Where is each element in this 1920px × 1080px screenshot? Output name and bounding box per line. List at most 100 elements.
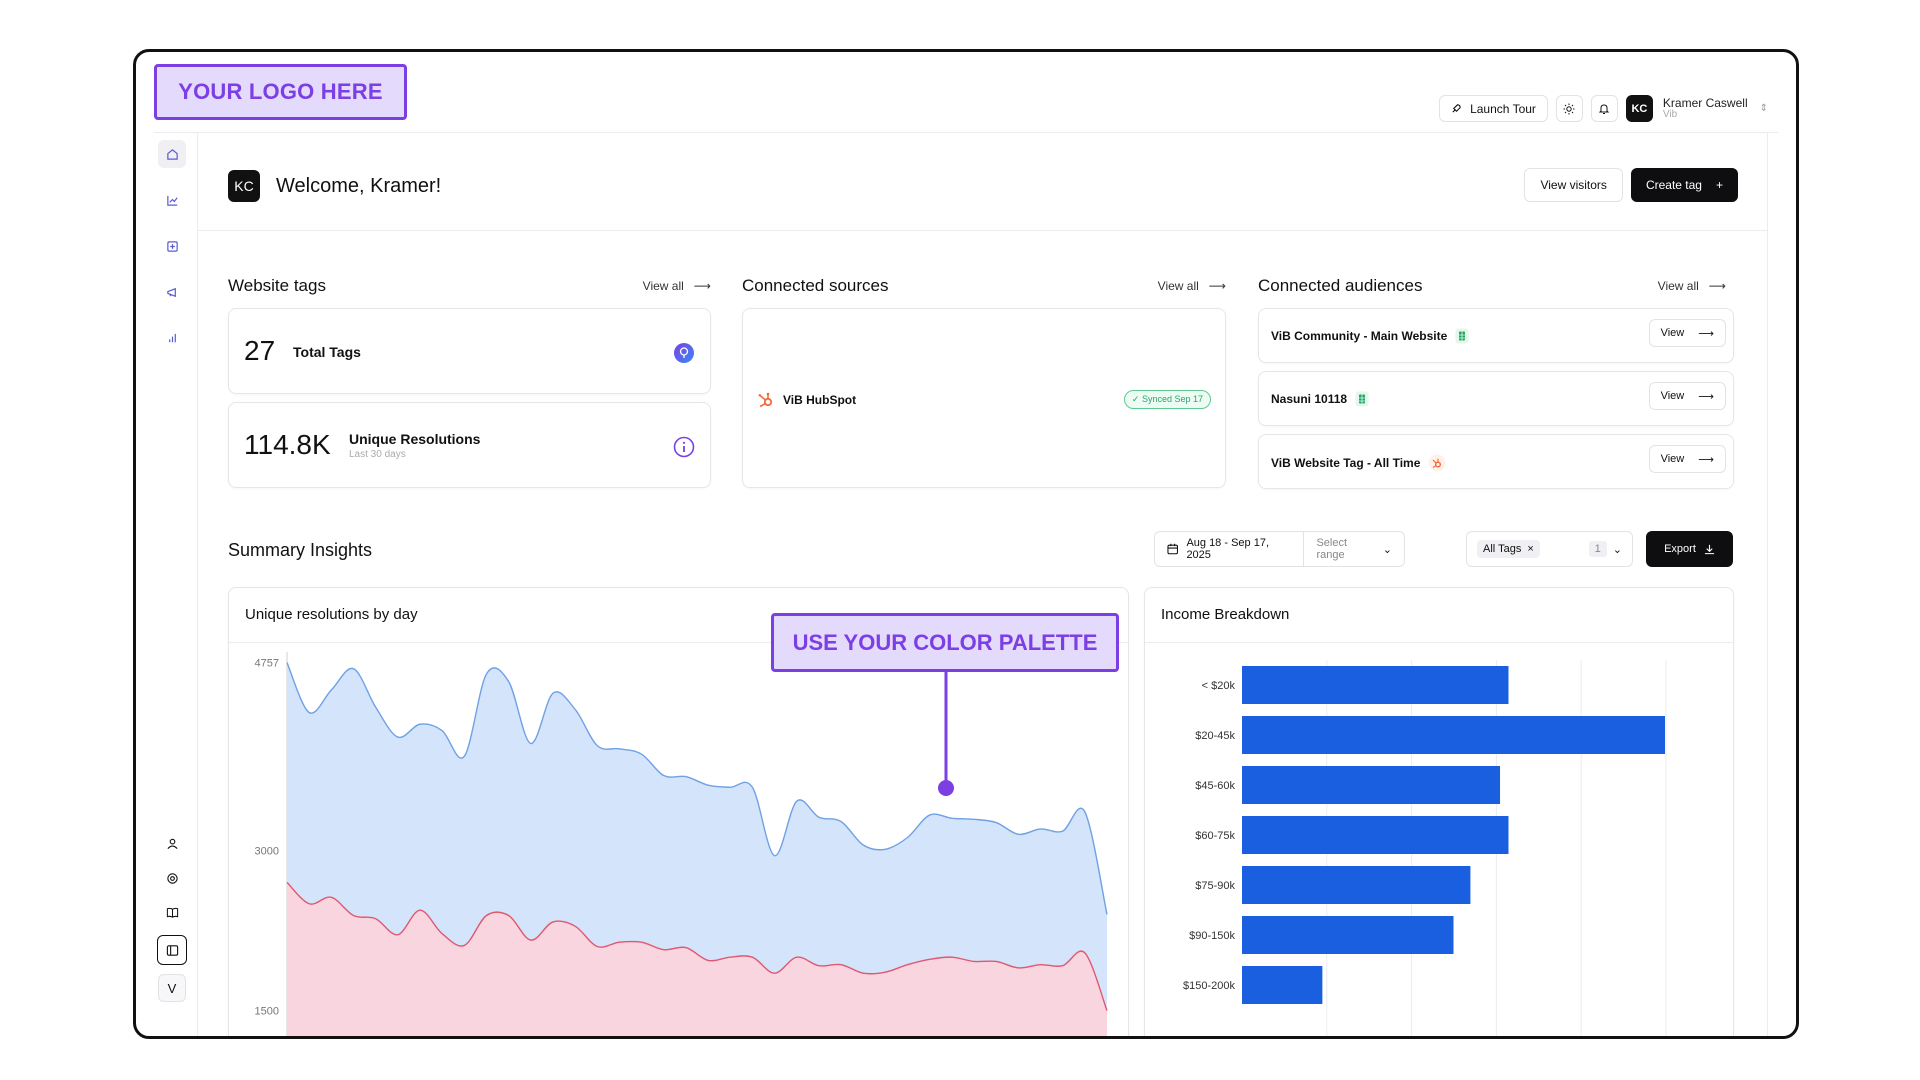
nav-account[interactable] xyxy=(158,829,186,857)
connected-sources-title: Connected sources xyxy=(742,276,889,295)
income-chart-card: Income Breakdown < $20k $20-45k $45-60k $60… xyxy=(1144,587,1734,1036)
chart-title: Unique resolutions by day xyxy=(245,606,418,623)
summary-insights-title: Summary Insights xyxy=(228,540,373,560)
bar xyxy=(1242,816,1509,854)
lifebuoy-icon xyxy=(166,872,178,884)
user-avatar[interactable]: KC xyxy=(1625,95,1653,122)
arrow-right-icon: ⟶ xyxy=(1698,453,1714,466)
tag-filter-chip[interactable]: All Tags × xyxy=(1477,540,1540,558)
page-title: Welcome, Kramer! xyxy=(276,174,442,197)
total-tags-label: Total Tags xyxy=(293,344,361,360)
bar xyxy=(1242,766,1501,804)
category-label: $75-90k xyxy=(1195,880,1235,892)
bar xyxy=(1242,866,1471,904)
notifications-button[interactable] xyxy=(1590,95,1618,122)
bar-chart: < $20k $20-45k $45-60k $60-75k $75-90k $90-15… xyxy=(1183,660,1667,1036)
chart-divider xyxy=(1145,642,1733,643)
connected-audiences-title: Connected audiences xyxy=(1258,276,1423,295)
view-label: View xyxy=(1660,390,1685,402)
date-range-picker[interactable]: Aug 18 - Sep 17, 2025 Select range ⌄ xyxy=(1154,531,1405,567)
sidebar-toggle-button[interactable] xyxy=(157,935,187,965)
connected-audiences-view-all[interactable]: View all ⟶ xyxy=(1658,279,1726,293)
resolutions-chart-card: Unique resolutions by day 4757 3000 1500 xyxy=(228,587,1129,1036)
nav-docs[interactable] xyxy=(158,898,186,926)
launch-tour-label: Launch Tour xyxy=(1470,101,1536,116)
palette-callout: USE YOUR COLOR PALETTE xyxy=(771,613,1119,672)
view-visitors-button[interactable]: View visitors xyxy=(1524,168,1623,202)
top-divider xyxy=(154,132,1778,133)
audience-view-button[interactable]: View ⟶ xyxy=(1648,319,1726,347)
bar xyxy=(1242,916,1454,954)
total-tags-card: 27 Total Tags xyxy=(228,308,711,394)
nav-reports[interactable] xyxy=(158,324,186,352)
audience-name: ViB Community - Main Website xyxy=(1271,329,1448,343)
category-label: < $20k xyxy=(1202,680,1236,692)
launch-tour-button[interactable]: Launch Tour xyxy=(1439,95,1548,122)
website-tags-title: Website tags xyxy=(228,276,326,295)
workspace-switcher[interactable]: V xyxy=(158,974,186,1002)
export-label: Export xyxy=(1664,543,1696,555)
unique-resolutions-sub: Last 30 days xyxy=(349,449,406,460)
arrow-right-icon: ⟶ xyxy=(1708,279,1726,293)
unique-resolutions-value: 114.8K xyxy=(244,429,331,460)
website-tags-view-all[interactable]: View all ⟶ xyxy=(643,279,711,293)
add-box-icon xyxy=(166,240,178,252)
chart-title: Income Breakdown xyxy=(1161,606,1290,623)
audience-view-button[interactable]: View ⟶ xyxy=(1648,445,1726,473)
audience-view-button[interactable]: View ⟶ xyxy=(1648,382,1726,410)
source-card[interactable]: ViB HubSpot ✓ Synced Sep 17 xyxy=(742,308,1226,488)
bar-chart-icon xyxy=(168,333,176,342)
audience-row: ViB Community - Main Website View ⟶ xyxy=(1258,308,1734,363)
series-line-1 xyxy=(286,881,1108,1011)
nav-home[interactable] xyxy=(158,140,186,168)
arrow-right-icon: ⟶ xyxy=(693,279,711,293)
audience-name-wrap: ViB Website Tag - All Time xyxy=(1271,454,1446,472)
user-menu[interactable]: Kramer Caswell Vib xyxy=(1663,97,1748,120)
hubspot-icon xyxy=(758,392,773,408)
connected-audiences-header: Connected audiences View all ⟶ xyxy=(1258,276,1734,296)
home-icon xyxy=(166,148,178,160)
line-chart-icon xyxy=(166,195,178,206)
synced-status-badge: ✓ Synced Sep 17 xyxy=(1123,390,1211,409)
bar xyxy=(1242,666,1509,704)
export-button[interactable]: Export xyxy=(1646,531,1733,567)
header-divider xyxy=(198,230,1767,231)
audience-name: ViB Website Tag - All Time xyxy=(1271,456,1421,470)
hubspot-icon xyxy=(1428,454,1446,472)
chevron-updown-icon[interactable]: ⇕ xyxy=(1759,103,1768,114)
audience-name-wrap: Nasuni 10118 xyxy=(1271,391,1369,407)
create-tag-button[interactable]: Create tag + xyxy=(1630,168,1738,202)
green-sheet-icon xyxy=(1455,328,1469,344)
arrow-right-icon: ⟶ xyxy=(1208,279,1226,293)
category-label: $45-60k xyxy=(1195,780,1235,792)
theme-toggle-button[interactable] xyxy=(1555,95,1583,122)
y-tick-label: 4757 xyxy=(255,658,279,670)
y-tick-label: 3000 xyxy=(255,845,279,857)
arrow-right-icon: ⟶ xyxy=(1698,390,1714,403)
remove-chip-icon[interactable]: × xyxy=(1527,543,1534,555)
logo-placeholder: YOUR LOGO HERE xyxy=(154,64,407,120)
bar xyxy=(1242,716,1665,754)
chevron-down-icon: ⌄ xyxy=(1382,543,1392,556)
tag-filter-select[interactable]: All Tags × 1 ⌄ xyxy=(1466,531,1633,567)
date-range-value[interactable]: Aug 18 - Sep 17, 2025 xyxy=(1155,532,1303,566)
welcome-header: KC Welcome, Kramer! xyxy=(228,170,441,202)
source-name: ViB HubSpot xyxy=(783,393,857,407)
date-range-label: Aug 18 - Sep 17, 2025 xyxy=(1186,537,1269,561)
nav-tags[interactable] xyxy=(158,232,186,260)
unique-resolutions-card: 114.8K Unique Resolutions Last 30 days xyxy=(228,402,711,488)
tag-filter-count: 1 xyxy=(1588,541,1607,557)
unique-resolutions-label: Unique Resolutions xyxy=(349,431,481,447)
plus-icon: + xyxy=(1715,178,1723,192)
welcome-avatar: KC xyxy=(228,170,260,202)
nav-analytics[interactable] xyxy=(158,186,186,214)
nav-campaigns[interactable] xyxy=(158,278,186,306)
source-item: ViB HubSpot xyxy=(757,391,856,409)
app-window: YOUR LOGO HERE Launch Tour KC Kramer Cas… xyxy=(133,49,1799,1039)
header-actions: View visitors Create tag + xyxy=(1524,168,1738,202)
nav-support[interactable] xyxy=(158,864,186,892)
right-border xyxy=(1767,132,1768,1036)
select-range-dropdown[interactable]: Select range ⌄ xyxy=(1303,532,1404,566)
info-icon[interactable] xyxy=(673,436,695,458)
connected-sources-view-all[interactable]: View all ⟶ xyxy=(1158,279,1226,293)
